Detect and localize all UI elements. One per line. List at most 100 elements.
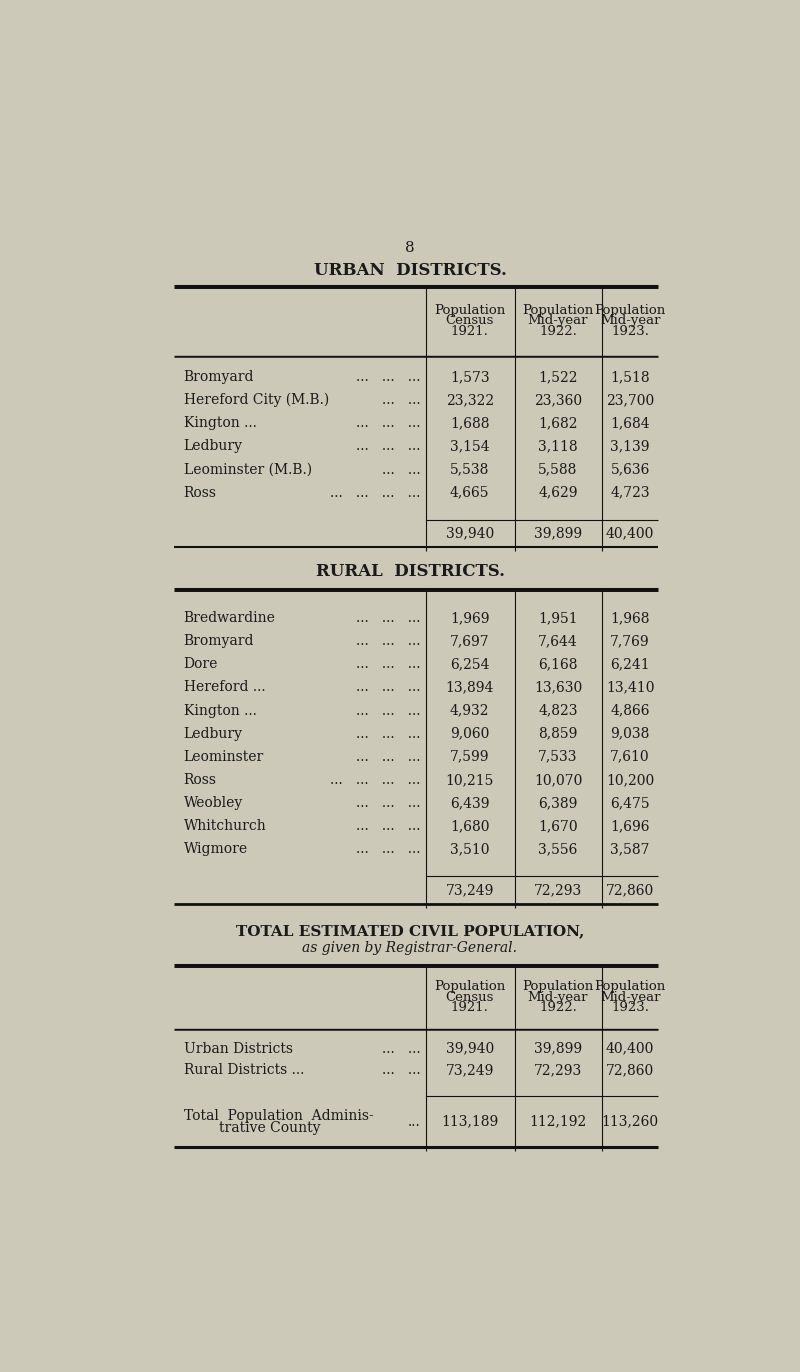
Text: 113,260: 113,260 xyxy=(602,1114,658,1129)
Text: ...   ...   ...: ... ... ... xyxy=(356,657,421,671)
Text: 1922.: 1922. xyxy=(539,1002,577,1014)
Text: Ross: Ross xyxy=(184,772,217,788)
Text: Rural Districts ...: Rural Districts ... xyxy=(184,1063,304,1077)
Text: ...   ...   ...   ...: ... ... ... ... xyxy=(330,772,421,788)
Text: ...   ...   ...: ... ... ... xyxy=(356,842,421,856)
Text: 4,932: 4,932 xyxy=(450,704,490,718)
Text: 1922.: 1922. xyxy=(539,325,577,339)
Text: Hereford City (M.B.): Hereford City (M.B.) xyxy=(184,392,329,407)
Text: Census: Census xyxy=(446,991,494,1003)
Text: 1,969: 1,969 xyxy=(450,611,490,626)
Text: Bromyard: Bromyard xyxy=(184,370,254,384)
Text: 1,573: 1,573 xyxy=(450,370,490,384)
Text: 6,475: 6,475 xyxy=(610,796,650,809)
Text: 10,200: 10,200 xyxy=(606,772,654,788)
Text: 3,587: 3,587 xyxy=(610,842,650,856)
Text: 72,860: 72,860 xyxy=(606,1063,654,1077)
Text: Kington ...: Kington ... xyxy=(184,416,257,431)
Text: ...   ...: ... ... xyxy=(382,394,421,407)
Text: 3,118: 3,118 xyxy=(538,439,578,454)
Text: 13,630: 13,630 xyxy=(534,681,582,694)
Text: ...   ...: ... ... xyxy=(382,1041,421,1055)
Text: 1923.: 1923. xyxy=(611,1002,649,1014)
Text: 4,629: 4,629 xyxy=(538,486,578,499)
Text: Mid-year: Mid-year xyxy=(528,314,588,328)
Text: 5,538: 5,538 xyxy=(450,462,490,476)
Text: ...   ...   ...: ... ... ... xyxy=(356,611,421,626)
Text: 7,533: 7,533 xyxy=(538,749,578,764)
Text: 6,241: 6,241 xyxy=(610,657,650,671)
Text: Ledbury: Ledbury xyxy=(184,727,242,741)
Text: 4,823: 4,823 xyxy=(538,704,578,718)
Text: 4,665: 4,665 xyxy=(450,486,490,499)
Text: 3,510: 3,510 xyxy=(450,842,490,856)
Text: Population: Population xyxy=(594,303,666,317)
Text: Leominster: Leominster xyxy=(184,749,264,764)
Text: ...   ...   ...   ...: ... ... ... ... xyxy=(330,486,421,499)
Text: Population: Population xyxy=(594,980,666,993)
Text: 9,038: 9,038 xyxy=(610,727,650,741)
Text: Kington ...: Kington ... xyxy=(184,704,257,718)
Text: ...   ...   ...: ... ... ... xyxy=(356,439,421,454)
Text: ...   ...   ...: ... ... ... xyxy=(356,727,421,741)
Text: ...   ...   ...: ... ... ... xyxy=(356,819,421,833)
Text: 39,940: 39,940 xyxy=(446,1041,494,1055)
Text: 10,215: 10,215 xyxy=(446,772,494,788)
Text: 1,522: 1,522 xyxy=(538,370,578,384)
Text: 6,439: 6,439 xyxy=(450,796,490,809)
Text: Weobley: Weobley xyxy=(184,796,243,809)
Text: 1,684: 1,684 xyxy=(610,416,650,431)
Text: 23,322: 23,322 xyxy=(446,394,494,407)
Text: 72,293: 72,293 xyxy=(534,884,582,897)
Text: Hereford ...: Hereford ... xyxy=(184,681,266,694)
Text: 1,951: 1,951 xyxy=(538,611,578,626)
Text: Mid-year: Mid-year xyxy=(600,314,660,328)
Text: 1921.: 1921. xyxy=(450,325,489,339)
Text: 1,670: 1,670 xyxy=(538,819,578,833)
Text: RURAL  DISTRICTS.: RURAL DISTRICTS. xyxy=(315,564,505,580)
Text: 4,723: 4,723 xyxy=(610,486,650,499)
Text: ...   ...   ...: ... ... ... xyxy=(356,704,421,718)
Text: Population: Population xyxy=(434,980,506,993)
Text: 5,636: 5,636 xyxy=(610,462,650,476)
Text: URBAN  DISTRICTS.: URBAN DISTRICTS. xyxy=(314,262,506,280)
Text: Mid-year: Mid-year xyxy=(600,991,660,1003)
Text: 6,389: 6,389 xyxy=(538,796,578,809)
Text: 73,249: 73,249 xyxy=(446,1063,494,1077)
Text: 40,400: 40,400 xyxy=(606,527,654,541)
Text: Urban Districts: Urban Districts xyxy=(184,1041,293,1055)
Text: trative County: trative County xyxy=(184,1121,320,1135)
Text: Population: Population xyxy=(522,303,594,317)
Text: ...   ...   ...: ... ... ... xyxy=(356,370,421,384)
Text: 39,899: 39,899 xyxy=(534,1041,582,1055)
Text: 113,189: 113,189 xyxy=(441,1114,498,1129)
Text: 1,696: 1,696 xyxy=(610,819,650,833)
Text: 6,254: 6,254 xyxy=(450,657,490,671)
Text: 1,518: 1,518 xyxy=(610,370,650,384)
Text: Ledbury: Ledbury xyxy=(184,439,242,454)
Text: 1921.: 1921. xyxy=(450,1002,489,1014)
Text: 5,588: 5,588 xyxy=(538,462,578,476)
Text: 3,154: 3,154 xyxy=(450,439,490,454)
Text: 7,697: 7,697 xyxy=(450,634,490,649)
Text: 7,610: 7,610 xyxy=(610,749,650,764)
Text: ...   ...   ...: ... ... ... xyxy=(356,796,421,809)
Text: ...   ...   ...: ... ... ... xyxy=(356,634,421,649)
Text: 1923.: 1923. xyxy=(611,325,649,339)
Text: 6,168: 6,168 xyxy=(538,657,578,671)
Text: Ross: Ross xyxy=(184,486,217,499)
Text: ...   ...   ...: ... ... ... xyxy=(356,681,421,694)
Text: 8,859: 8,859 xyxy=(538,727,578,741)
Text: as given by Registrar-General.: as given by Registrar-General. xyxy=(302,941,518,955)
Text: 10,070: 10,070 xyxy=(534,772,582,788)
Text: 40,400: 40,400 xyxy=(606,1041,654,1055)
Text: 39,940: 39,940 xyxy=(446,527,494,541)
Text: ...: ... xyxy=(408,1114,421,1129)
Text: 1,688: 1,688 xyxy=(450,416,490,431)
Text: 4,866: 4,866 xyxy=(610,704,650,718)
Text: 1,682: 1,682 xyxy=(538,416,578,431)
Text: ...   ...: ... ... xyxy=(382,1063,421,1077)
Text: Whitchurch: Whitchurch xyxy=(184,819,266,833)
Text: 72,293: 72,293 xyxy=(534,1063,582,1077)
Text: 23,700: 23,700 xyxy=(606,394,654,407)
